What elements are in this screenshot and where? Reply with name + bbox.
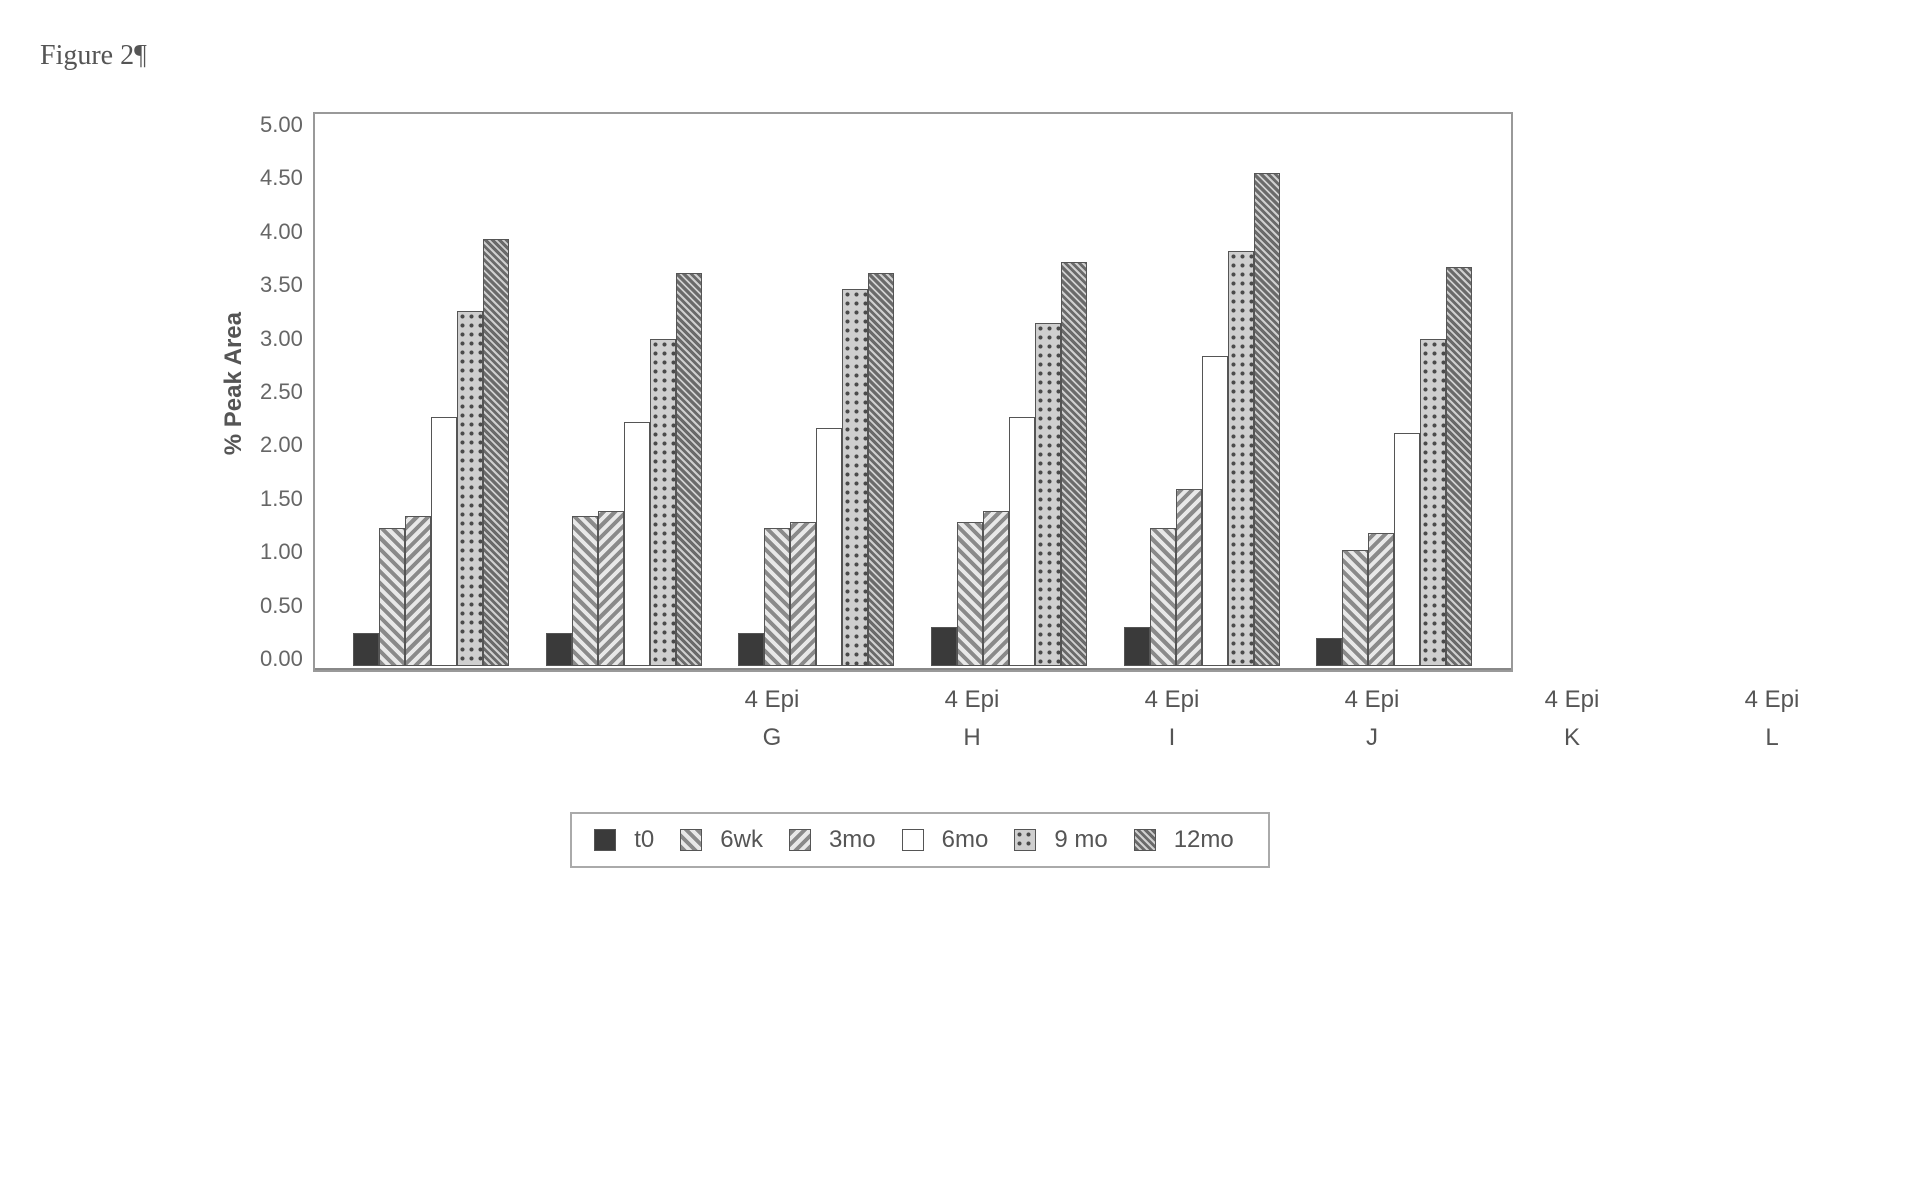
bar <box>1446 267 1472 666</box>
plot-area <box>313 112 1513 672</box>
x-label-line2: H <box>892 724 1052 752</box>
legend-label: 12mo <box>1174 826 1234 854</box>
legend-swatch <box>594 829 616 851</box>
legend-swatch <box>1134 829 1156 851</box>
bar <box>572 516 598 666</box>
bar <box>931 627 957 666</box>
bar-group <box>1124 173 1280 666</box>
bar <box>1124 627 1150 666</box>
y-tick: 2.00 <box>260 432 303 458</box>
bar <box>1035 323 1061 666</box>
legend-swatch <box>789 829 811 851</box>
bar <box>1228 251 1254 667</box>
x-axis-labels: 4 Epi G 4 Epi H 4 Epi I 4 Epi J 4 Epi K 4 Epi L <box>672 686 1872 752</box>
bar-group <box>546 273 702 666</box>
bar <box>1202 356 1228 666</box>
bar <box>676 273 702 666</box>
bar <box>405 516 431 666</box>
y-tick: 1.50 <box>260 486 303 512</box>
bar <box>457 311 483 666</box>
bar <box>353 633 379 666</box>
bar <box>1150 528 1176 667</box>
bar-group <box>931 262 1087 666</box>
x-label-line2: L <box>1692 724 1852 752</box>
x-axis-label: 4 Epi J <box>1292 686 1452 752</box>
bar <box>624 422 650 666</box>
x-axis-label: 4 Epi L <box>1692 686 1852 752</box>
bar <box>983 511 1009 666</box>
x-axis-label: 4 Epi I <box>1092 686 1252 752</box>
y-tick: 2.50 <box>260 379 303 405</box>
bar <box>546 633 572 666</box>
legend-label: 6wk <box>720 826 763 854</box>
x-label-line2: I <box>1092 724 1252 752</box>
bar <box>379 528 405 667</box>
x-axis-label: 4 Epi G <box>692 686 852 752</box>
bar <box>816 428 842 666</box>
x-label-line2: K <box>1492 724 1652 752</box>
figure-title: Figure 2¶ <box>40 40 1872 72</box>
legend-label: 6mo <box>942 826 989 854</box>
bar <box>431 417 457 666</box>
x-label-line1: 4 Epi <box>1692 686 1852 714</box>
bar <box>738 633 764 666</box>
bar <box>650 339 676 666</box>
x-axis-label: 4 Epi K <box>1492 686 1652 752</box>
x-label-line1: 4 Epi <box>1292 686 1452 714</box>
bar <box>1368 533 1394 666</box>
x-label-line1: 4 Epi <box>692 686 852 714</box>
bar <box>1009 417 1035 666</box>
bar <box>483 239 509 666</box>
x-label-line1: 4 Epi <box>892 686 1052 714</box>
legend-swatch <box>1014 829 1036 851</box>
bar <box>868 273 894 666</box>
y-tick: 4.00 <box>260 219 303 245</box>
bar <box>1316 638 1342 666</box>
x-label-line1: 4 Epi <box>1092 686 1252 714</box>
y-tick: 5.00 <box>260 112 303 138</box>
y-tick: 3.50 <box>260 272 303 298</box>
y-tick: 3.00 <box>260 326 303 352</box>
bar <box>1394 433 1420 666</box>
bar <box>1342 550 1368 666</box>
legend-swatch <box>680 829 702 851</box>
legend: t0 6wk 3mo 6mo 9 mo 12mo <box>570 812 1269 868</box>
x-label-line1: 4 Epi <box>1492 686 1652 714</box>
bar <box>957 522 983 666</box>
bar <box>1420 339 1446 666</box>
bar-group <box>353 239 509 666</box>
bar-group <box>738 273 894 666</box>
legend-label: 9 mo <box>1054 826 1107 854</box>
bar <box>1176 489 1202 666</box>
y-tick: 0.00 <box>260 646 303 672</box>
bar <box>842 289 868 666</box>
bar-group <box>1316 267 1472 666</box>
x-axis-label: 4 Epi H <box>892 686 1052 752</box>
y-tick: 4.50 <box>260 165 303 191</box>
bar <box>1061 262 1087 666</box>
y-tick: 0.50 <box>260 593 303 619</box>
y-axis-ticks: 5.00 4.50 4.00 3.50 3.00 2.50 2.00 1.50 1.00 0.50… <box>260 112 313 672</box>
x-label-line2: J <box>1292 724 1452 752</box>
y-tick: 1.00 <box>260 539 303 565</box>
bar <box>764 528 790 667</box>
bar <box>790 522 816 666</box>
y-axis-label: % Peak Area <box>220 312 248 455</box>
bar <box>1254 173 1280 666</box>
chart-container: % Peak Area 5.00 4.50 4.00 3.50 3.00 2.50 2.00… <box>220 112 1872 672</box>
x-label-line2: G <box>692 724 852 752</box>
legend-label: t0 <box>634 826 654 854</box>
bar <box>598 511 624 666</box>
legend-label: 3mo <box>829 826 876 854</box>
legend-swatch <box>902 829 924 851</box>
